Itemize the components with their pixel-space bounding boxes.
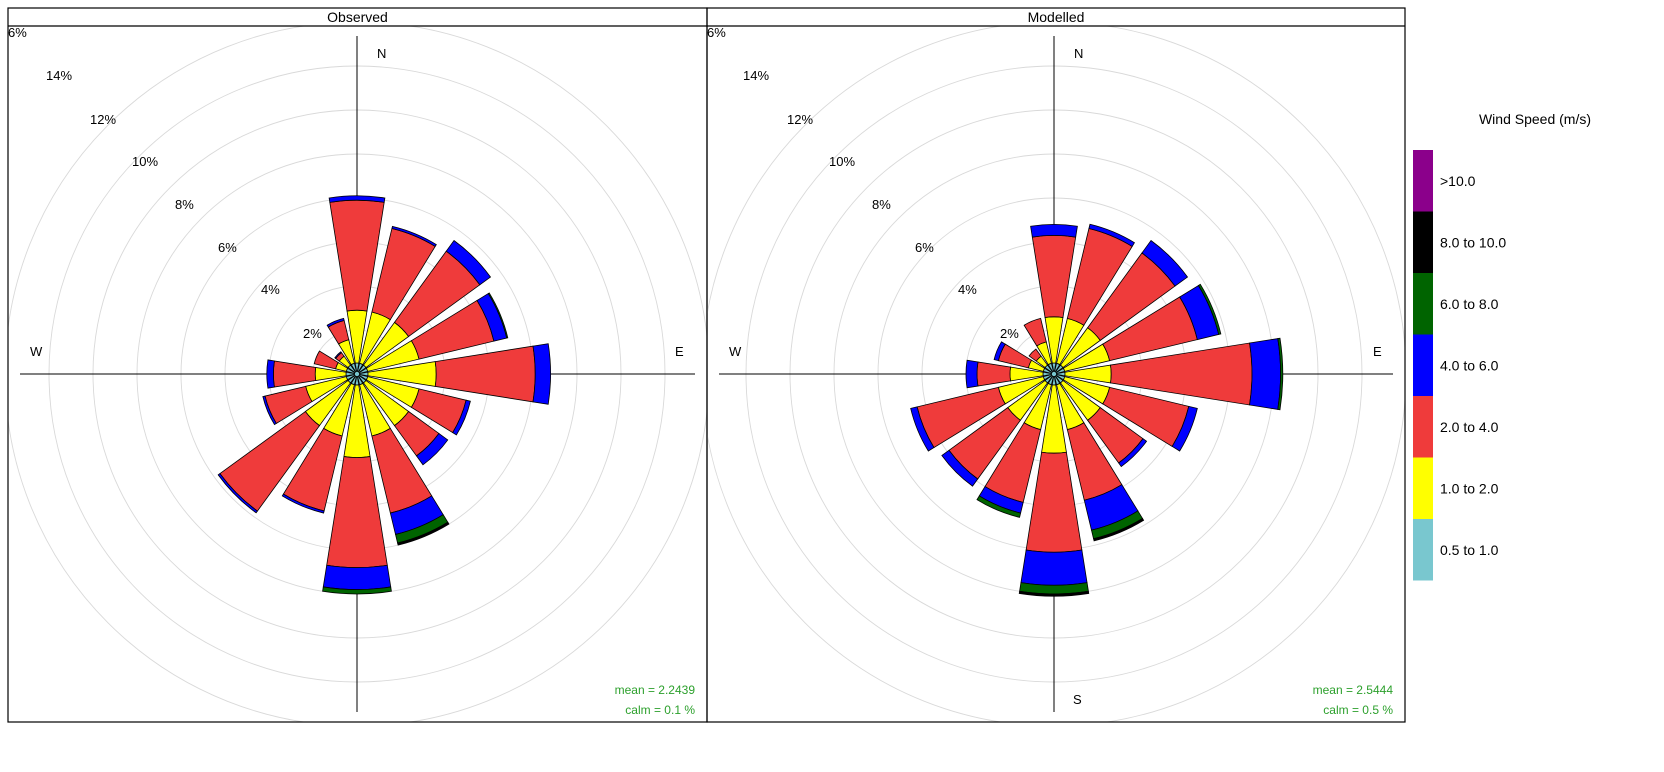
ring-label: 12% — [787, 112, 813, 127]
legend-swatch — [1413, 150, 1433, 212]
sector-bin-3 — [1249, 338, 1281, 410]
ring-label: 14% — [46, 68, 72, 83]
legend-swatch — [1413, 396, 1433, 458]
legend-swatch — [1413, 334, 1433, 396]
sector-bin-3 — [262, 395, 277, 426]
sector-bin-3 — [1118, 438, 1148, 468]
sector-bin-2 — [434, 345, 536, 403]
ring-label: 6% — [915, 240, 934, 255]
stat-mean: mean = 2.2439 — [615, 683, 696, 697]
sector-bin-4 — [487, 292, 509, 339]
ring-label: 10% — [132, 154, 158, 169]
direction-label-n: N — [377, 46, 386, 61]
sector-bin-3 — [993, 341, 1006, 362]
legend-label: >10.0 — [1440, 173, 1476, 189]
sector-bin-3 — [532, 343, 552, 405]
legend-label: 6.0 to 8.0 — [1440, 296, 1499, 312]
panel-title: Modelled — [1028, 9, 1085, 25]
direction-label-w: W — [729, 344, 742, 359]
panel-title: Observed — [327, 9, 388, 25]
legend-label: 2.0 to 4.0 — [1440, 419, 1499, 435]
stat-mean: mean = 2.5444 — [1313, 683, 1394, 697]
sector-bin-2 — [1023, 317, 1047, 347]
sector-bin-3 — [1088, 223, 1136, 248]
sector-bin-3 — [266, 359, 275, 389]
direction-label-s: S — [1073, 692, 1082, 707]
sector-bin-3 — [1030, 224, 1078, 238]
stat-calm: calm = 0.5 % — [1323, 703, 1393, 717]
panel-frame — [706, 7, 1406, 723]
ring-label: 4% — [261, 282, 280, 297]
sector-bin-3 — [328, 195, 386, 203]
sector-bin-4 — [1277, 337, 1284, 411]
ring-label: 2% — [1000, 326, 1019, 341]
legend-label: 8.0 to 10.0 — [1440, 234, 1506, 250]
sector-bin-2 — [1031, 235, 1077, 318]
sector-bin-3 — [322, 564, 392, 591]
sector-bin-2 — [976, 361, 1011, 387]
sector-bin-2 — [1025, 451, 1083, 553]
ring-label: 8% — [175, 197, 194, 212]
sector-bin-3 — [1020, 549, 1088, 586]
direction-label-n: N — [1074, 46, 1083, 61]
direction-label-e: E — [675, 344, 684, 359]
sector-bin-4 — [322, 586, 392, 595]
legend-swatch — [1413, 457, 1433, 519]
ring-label: 10% — [829, 154, 855, 169]
ring-label: 8% — [872, 197, 891, 212]
sector-bin-4 — [976, 495, 1022, 518]
sector-bin-3 — [1171, 405, 1198, 452]
sector-bin-5 — [1018, 590, 1090, 597]
calm-center — [354, 371, 360, 377]
stat-calm: calm = 0.1 % — [625, 703, 695, 717]
ring-label: 6% — [8, 25, 27, 40]
legend-label: 4.0 to 6.0 — [1440, 357, 1499, 373]
sector-bin-3 — [910, 406, 935, 452]
direction-label-e: E — [1373, 344, 1382, 359]
sector-bin-3 — [1141, 239, 1189, 287]
legend-label: 0.5 to 1.0 — [1440, 542, 1499, 558]
legend-title: Wind Speed (m/s) — [1479, 111, 1591, 127]
sector-bin-3 — [281, 493, 325, 514]
ring-label: 6% — [218, 240, 237, 255]
sector-bin-3 — [452, 399, 471, 436]
ring-label: 14% — [743, 68, 769, 83]
calm-center — [1051, 371, 1057, 377]
legend-label: 1.0 to 2.0 — [1440, 480, 1499, 496]
sector-bin-3 — [391, 225, 437, 248]
sector-bin-3 — [415, 432, 449, 466]
sector-bin-3 — [326, 317, 345, 328]
sector-bin-2 — [1028, 348, 1042, 362]
sector-bin-3 — [334, 351, 343, 360]
sector-bin-3 — [445, 239, 492, 286]
ring-label: 6% — [707, 25, 726, 40]
sector-bin-2 — [326, 456, 388, 569]
sector-bin-4 — [1197, 283, 1222, 335]
ring-label: 2% — [303, 326, 322, 341]
sector-bin-3 — [965, 359, 979, 389]
legend-swatch — [1413, 211, 1433, 273]
legend-swatch — [1413, 519, 1433, 581]
sector-bin-2 — [273, 360, 317, 388]
sector-bin-3 — [217, 473, 258, 514]
ring-label: 4% — [958, 282, 977, 297]
sector-bin-2 — [313, 350, 339, 370]
legend-swatch — [1413, 273, 1433, 335]
ring-label: 12% — [90, 112, 116, 127]
sector-bin-3 — [941, 449, 979, 487]
sector-bin-5 — [1093, 517, 1145, 542]
direction-label-w: W — [30, 344, 43, 359]
sector-bin-5 — [397, 521, 450, 546]
